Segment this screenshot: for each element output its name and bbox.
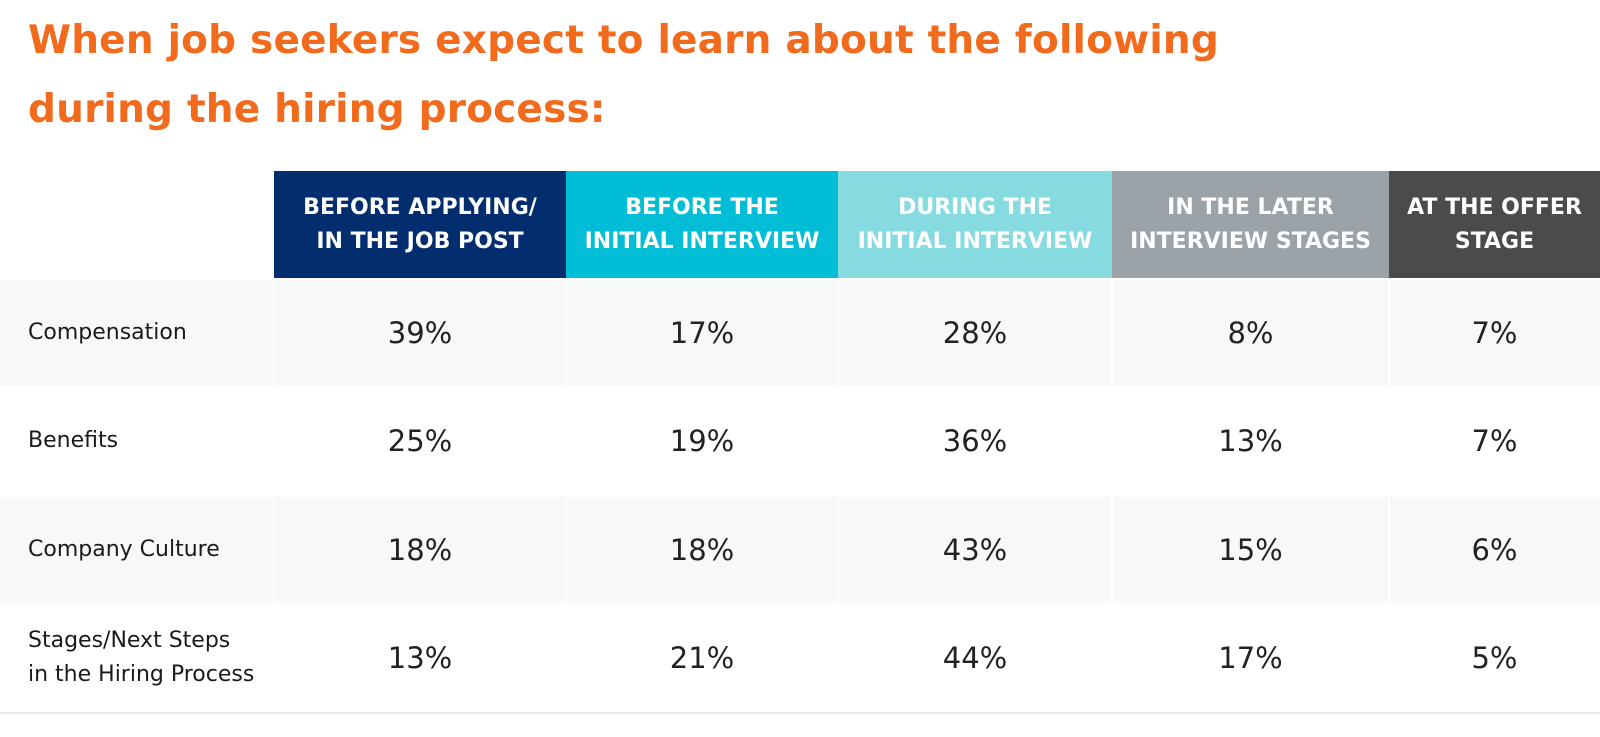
row-label: Compensation [28,320,187,345]
column-header-label: IN THE LATER INTERVIEW STAGES [1130,194,1371,254]
column-header-label: DURING THE INITIAL INTERVIEW [857,194,1093,254]
table-cell: 43% [942,533,1008,567]
table-cell: 18% [387,533,453,567]
table-cell: 15% [1218,533,1283,567]
table-cell: 25% [387,424,453,458]
table-cell: 19% [669,424,735,458]
table-cell: 7% [1471,316,1518,350]
table-cell: 21% [669,641,735,675]
table-cell: 18% [669,533,735,567]
column-header-label: BEFORE APPLYING/ IN THE JOB POST [303,194,537,254]
table-cell: 28% [942,316,1008,350]
table-cell: 44% [942,641,1008,675]
table-cell: 39% [387,316,453,350]
chart-title: When job seekers expect to learn about t… [28,18,1219,132]
column-header: BEFORE APPLYING/ IN THE JOB POST [274,171,566,278]
row-background [0,280,1600,386]
column-divider [837,278,839,712]
row-label: Benefits [28,428,119,453]
column-divider [1388,278,1390,712]
table-bottom-border [0,712,1600,714]
table-cell: 13% [1218,424,1283,458]
column-header: AT THE OFFER STAGE [1389,171,1600,278]
table-cell: 13% [387,641,453,675]
row-background [0,497,1600,603]
table-cell: 17% [669,316,735,350]
column-header-label: AT THE OFFER STAGE [1407,194,1582,254]
table-cell: 36% [942,424,1008,458]
column-divider [273,278,275,712]
table-cell: 7% [1471,424,1518,458]
table-cell: 5% [1471,641,1518,675]
column-header: BEFORE THE INITIAL INTERVIEW [566,171,838,278]
column-header: IN THE LATER INTERVIEW STAGES [1112,171,1389,278]
table-cell: 8% [1227,316,1274,350]
column-header-label: BEFORE THE INITIAL INTERVIEW [584,194,820,254]
column-header: DURING THE INITIAL INTERVIEW [838,171,1112,278]
column-divider [1111,278,1113,712]
table-cell: 6% [1471,533,1518,567]
row-label: Stages/Next Steps in the Hiring Process [28,628,255,687]
table-cell: 17% [1218,641,1283,675]
row-label: Company Culture [28,537,220,562]
column-divider [565,278,567,712]
